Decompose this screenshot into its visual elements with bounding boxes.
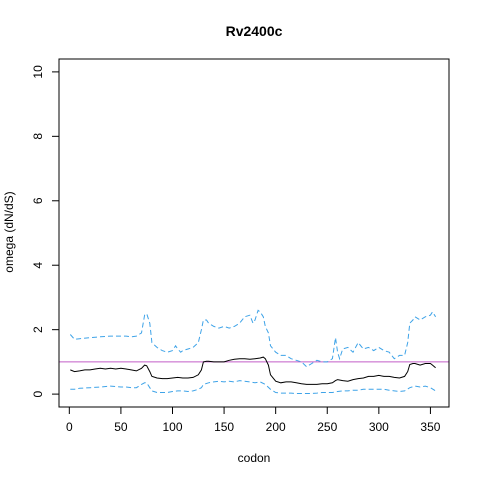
y-tick-label: 4 xyxy=(31,262,45,269)
x-tick-label: 50 xyxy=(114,420,128,434)
plot-area: 0 50 100 150 200 250 300 350 0 2 4 6 8 10 xyxy=(31,58,450,434)
chart-title: Rv2400c xyxy=(226,23,283,39)
x-tick-label: 0 xyxy=(66,420,73,434)
x-tick-label: 350 xyxy=(420,420,440,434)
y-tick-label: 2 xyxy=(31,326,45,333)
y-tick-label: 10 xyxy=(31,65,45,79)
x-tick-label: 150 xyxy=(214,420,234,434)
y-tick-label: 0 xyxy=(31,390,45,397)
series-line-lower-bound xyxy=(70,380,436,394)
x-tick-label: 250 xyxy=(317,420,337,434)
x-tick-label: 300 xyxy=(369,420,389,434)
y-tick-label: 6 xyxy=(31,197,45,204)
series-line-estimate xyxy=(70,356,436,385)
x-tick-label: 200 xyxy=(266,420,286,434)
series-line-upper-bound xyxy=(69,309,437,368)
x-tick-label: 100 xyxy=(162,420,182,434)
plot-frame xyxy=(58,58,450,408)
x-axis-label: codon xyxy=(238,451,271,465)
y-tick-label: 8 xyxy=(31,133,45,140)
y-axis-label: omega (dN/dS) xyxy=(2,191,16,272)
